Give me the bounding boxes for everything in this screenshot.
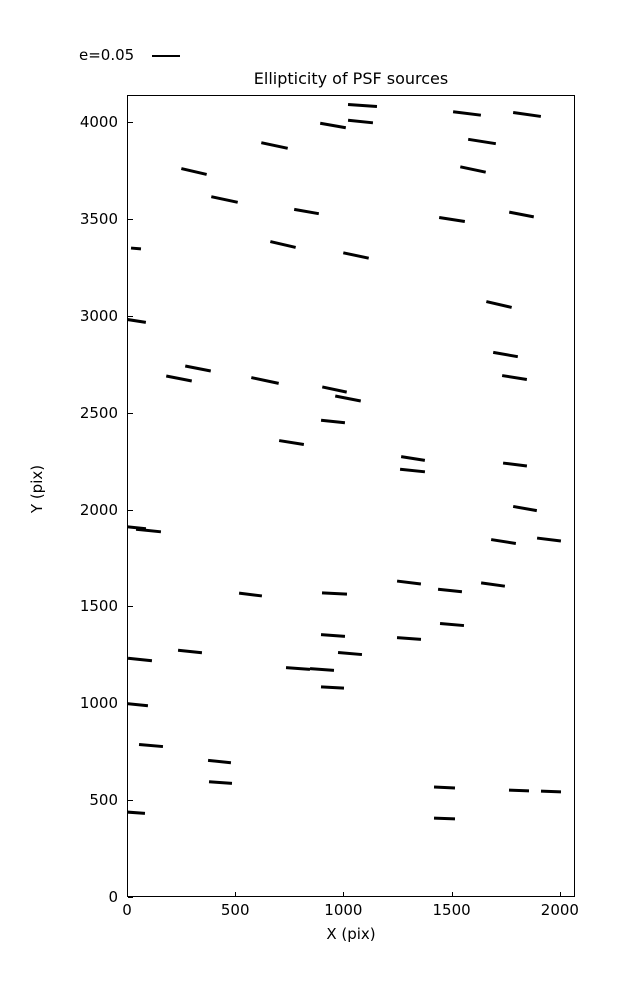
whisker-marker <box>251 376 280 386</box>
axes-frame <box>127 95 575 897</box>
whisker-marker <box>130 246 141 250</box>
whisker-marker <box>338 651 362 657</box>
x-tick-label: 500 <box>220 901 250 919</box>
x-tick-label: 1500 <box>432 901 471 919</box>
whisker-marker <box>396 636 421 641</box>
whisker-marker <box>508 210 534 218</box>
whisker-marker <box>286 666 310 671</box>
x-tick-label: 0 <box>122 901 132 919</box>
y-tick <box>128 897 133 898</box>
whisker-marker <box>165 374 192 383</box>
y-tick <box>128 219 133 220</box>
y-tick-label: 2000 <box>79 500 118 519</box>
whisker-marker <box>138 743 163 749</box>
whisker-marker <box>438 216 465 224</box>
whisker-marker <box>343 251 370 260</box>
whisker-marker <box>508 788 529 793</box>
whisker-marker <box>319 121 346 129</box>
whisker-marker <box>537 536 561 543</box>
whisker-marker <box>541 789 562 794</box>
whisker-marker <box>177 649 202 655</box>
whisker-marker <box>400 454 425 462</box>
x-tick-label: 1000 <box>324 901 363 919</box>
whisker-marker <box>513 110 542 118</box>
whisker-marker <box>480 580 505 588</box>
whisker-marker <box>260 141 288 150</box>
whisker-marker <box>348 103 378 109</box>
legend-reference-bar <box>152 55 180 57</box>
whisker-marker <box>321 685 344 690</box>
whisker-marker <box>396 579 421 586</box>
whisker-marker <box>348 118 374 124</box>
x-tick <box>343 892 345 897</box>
whisker-marker <box>491 538 517 545</box>
whisker-marker <box>434 816 456 821</box>
y-tick-label: 3000 <box>79 306 118 325</box>
page-title: Ellipticity of PSF sources <box>253 69 449 88</box>
whisker-marker <box>127 810 145 815</box>
whisker-marker <box>309 667 334 672</box>
y-tick-label: 500 <box>89 791 118 810</box>
whisker-marker <box>320 633 345 638</box>
y-tick <box>128 703 133 705</box>
legend-label: e=0.05 <box>79 46 135 64</box>
y-tick-label: 1000 <box>79 694 118 713</box>
x-tick <box>127 892 128 897</box>
whisker-marker <box>334 394 361 403</box>
y-tick <box>128 412 133 414</box>
whisker-marker <box>239 591 262 598</box>
whisker-marker <box>460 165 487 174</box>
whisker-marker <box>185 364 212 373</box>
x-tick <box>235 892 237 897</box>
whisker-marker <box>279 439 304 447</box>
whisker-marker <box>322 385 348 394</box>
y-tick <box>128 800 133 802</box>
whisker-marker <box>437 588 462 594</box>
y-axis-label: Y (pix) <box>28 464 46 514</box>
whisker-marker <box>294 207 320 215</box>
whisker-marker <box>486 299 513 309</box>
y-tick-label: 0 <box>108 888 118 906</box>
x-tick-label: 2000 <box>540 901 579 919</box>
whisker-marker <box>128 656 152 663</box>
whisker-marker <box>501 374 527 382</box>
y-tick-label: 3500 <box>79 210 118 228</box>
whisker-marker <box>452 110 481 117</box>
whisker-marker <box>208 780 232 785</box>
whisker-marker <box>493 350 519 359</box>
whisker-marker <box>467 137 497 146</box>
y-tick-label: 2500 <box>79 403 118 422</box>
whisker-marker <box>502 461 527 467</box>
y-tick <box>128 315 133 317</box>
whisker-marker <box>207 758 231 765</box>
y-tick <box>128 122 133 124</box>
whisker-marker <box>127 317 146 325</box>
whisker-layer <box>127 95 575 897</box>
y-tick-label: 4000 <box>79 113 118 132</box>
x-tick <box>559 892 561 897</box>
x-tick <box>451 892 453 897</box>
y-tick-label: 1500 <box>79 597 118 616</box>
whisker-marker <box>439 622 464 628</box>
whisker-marker <box>181 167 208 176</box>
whisker-marker <box>322 591 348 596</box>
x-axis-label: X (pix) <box>326 925 376 943</box>
whisker-marker <box>320 418 345 425</box>
whisker-marker <box>210 195 238 204</box>
y-tick <box>128 509 133 511</box>
whisker-marker <box>136 528 162 534</box>
whisker-marker <box>400 468 426 474</box>
whisker-marker <box>269 239 296 249</box>
whisker-marker <box>434 785 456 790</box>
y-tick <box>128 606 133 608</box>
whisker-marker <box>513 505 538 513</box>
